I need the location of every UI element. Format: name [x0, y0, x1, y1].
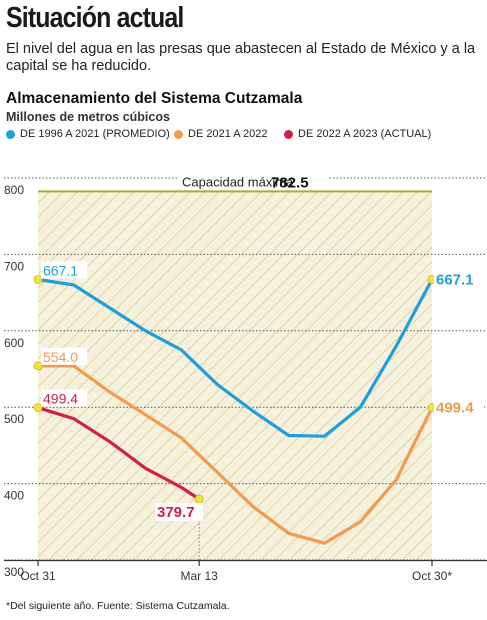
end-value-label-orange-bg — [434, 398, 484, 417]
end-value-label-orange: 499.4 — [436, 400, 474, 417]
series-line-1 — [36, 364, 434, 545]
legend-dot-orange-icon — [174, 129, 183, 139]
y-tick-label: 600 — [4, 336, 24, 350]
start-value-label: 667.1 — [43, 263, 78, 279]
series-line-0 — [36, 277, 434, 438]
legend-item-2022-2023: DE 2022 A 2023 (ACTUAL) — [284, 128, 431, 140]
start-value-label: 499.4 — [43, 391, 78, 407]
y-tick-label: 800 — [4, 183, 24, 197]
end-value-label-red-bg — [155, 503, 203, 522]
y-tick-label: 700 — [4, 259, 24, 273]
legend-dot-red-icon — [284, 129, 293, 139]
source-note: *Del siguiente año. Fuente: Sistema Cutz… — [6, 600, 230, 612]
capacity-label-bg — [178, 173, 328, 190]
capacity-area — [38, 191, 432, 560]
start-label-bg — [41, 389, 87, 407]
subtitle: El nivel del agua en las presas que abas… — [6, 41, 476, 74]
chart-ylabel: Millones de metros cúbicos — [6, 110, 170, 124]
start-marker-0 — [33, 275, 43, 284]
start-label-bg — [41, 347, 87, 365]
end-value-label-red: 379.7 — [157, 504, 195, 521]
capacity-label: Capacidad máxima — [182, 174, 294, 189]
end-marker-2 — [194, 494, 204, 504]
headline: Situación actual — [6, 2, 184, 34]
start-marker-2 — [33, 403, 43, 413]
start-value-label: 554.0 — [43, 349, 78, 365]
y-tick-label: 300 — [4, 565, 24, 579]
legend-item-2021-2022: DE 2021 A 2022 — [174, 128, 268, 140]
x-tick-label: Oct 30* — [412, 569, 452, 583]
end-value-label-blue-bg — [434, 270, 484, 289]
x-tick-label: Oct 31 — [20, 569, 56, 583]
start-marker-1 — [33, 361, 43, 371]
y-tick-label: 500 — [4, 412, 24, 426]
legend-label: DE 1996 A 2021 (PROMEDIO) — [20, 128, 170, 140]
start-label-bg — [41, 261, 87, 279]
legend-item-promedio: DE 1996 A 2021 (PROMEDIO) — [6, 128, 170, 140]
legend-label: DE 2021 A 2022 — [188, 128, 268, 140]
capacity-value: 782.5 — [271, 174, 309, 191]
chart-title: Almacenamiento del Sistema Cutzamala — [6, 90, 303, 107]
x-tick-label: Mar 13 — [181, 569, 219, 583]
legend-dot-blue-icon — [6, 129, 15, 139]
y-tick-label: 400 — [4, 489, 24, 503]
series-line-2 — [36, 406, 201, 501]
legend-label: DE 2022 A 2023 (ACTUAL) — [298, 128, 432, 140]
end-value-label-blue: 667.1 — [436, 272, 474, 289]
